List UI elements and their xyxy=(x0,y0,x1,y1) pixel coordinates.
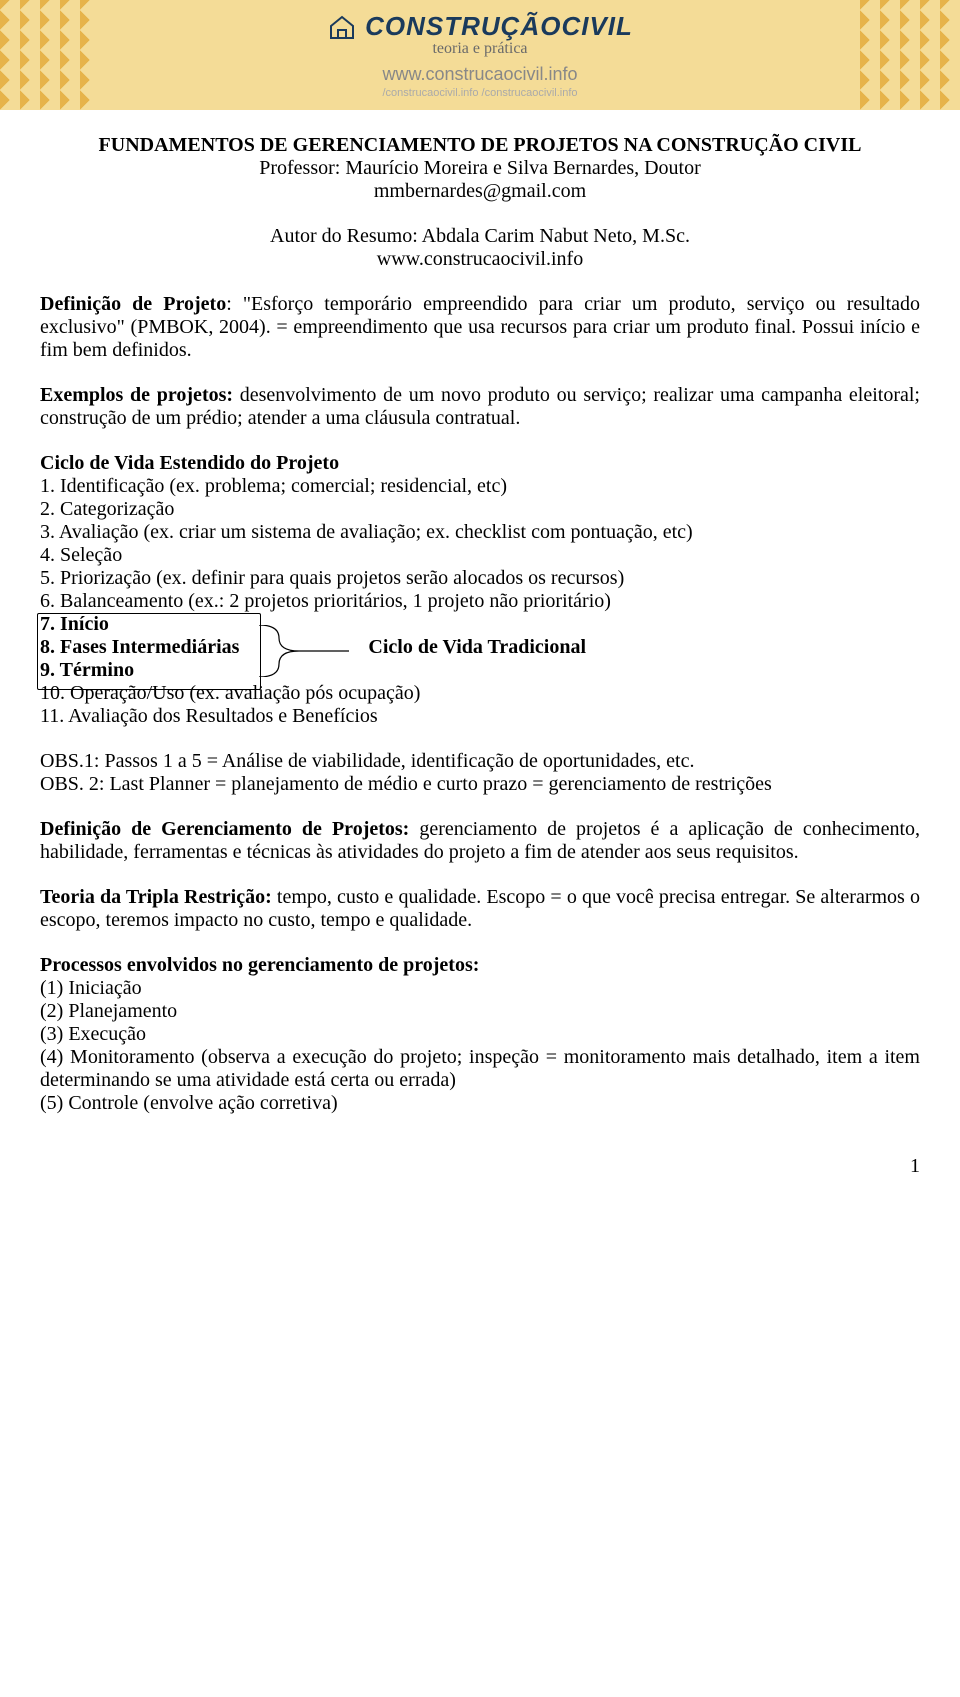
brand-tagline: teoria e prática xyxy=(180,40,780,58)
banner: CONSTRUÇÃOCIVIL teoria e prática www.con… xyxy=(0,0,960,110)
brand-site: www.construcaocivil.info xyxy=(180,64,780,85)
processo-item: (1) Iniciação xyxy=(40,977,920,1000)
processo-item: (5) Controle (envolve ação corretiva) xyxy=(40,1092,920,1115)
ciclo-item: 2. Categorização xyxy=(40,498,920,521)
doc-author: Autor do Resumo: Abdala Carim Nabut Neto… xyxy=(40,225,920,248)
teoria-paragraph: Teoria da Tripla Restrição: tempo, custo… xyxy=(40,886,920,932)
ciclo-boxed-label: Ciclo de Vida Tradicional xyxy=(368,636,586,658)
ciclo-boxed-item: 9. Término xyxy=(40,659,920,682)
doc-email: mmbernardes@gmail.com xyxy=(40,180,920,203)
ciclo-item: 3. Avaliação (ex. criar um sistema de av… xyxy=(40,521,920,544)
definicao-paragraph: Definição de Projeto: "Esforço temporári… xyxy=(40,293,920,362)
doc-title: FUNDAMENTOS DE GERENCIAMENTO DE PROJETOS… xyxy=(40,134,920,157)
doc-url: www.construcaocivil.info xyxy=(40,248,920,271)
brand-name: CONSTRUÇÃOCIVIL xyxy=(365,11,633,42)
exemplos-label: Exemplos de projetos: xyxy=(40,384,233,406)
ciclo-boxed-group: 7. Início 8. Fases Intermediárias Ciclo … xyxy=(40,613,920,682)
ciclo-item: 6. Balanceamento (ex.: 2 projetos priori… xyxy=(40,590,920,613)
obs1: OBS.1: Passos 1 a 5 = Análise de viabili… xyxy=(40,750,920,773)
ciclo-boxed-item: 8. Fases Intermediárias xyxy=(40,636,239,658)
processo-item: (4) Monitoramento (observa a execução do… xyxy=(40,1046,920,1092)
ciclo-item: 5. Priorização (ex. definir para quais p… xyxy=(40,567,920,590)
processo-item: (3) Execução xyxy=(40,1023,920,1046)
def-ger-paragraph: Definição de Gerenciamento de Projetos: … xyxy=(40,818,920,864)
ciclo-item: 4. Seleção xyxy=(40,544,920,567)
ciclo-header: Ciclo de Vida Estendido do Projeto xyxy=(40,452,920,475)
obs2: OBS. 2: Last Planner = planejamento de m… xyxy=(40,773,920,796)
brand-social: /construcaocivil.info /construcaocivil.i… xyxy=(180,87,780,99)
teoria-label: Teoria da Tripla Restrição: xyxy=(40,886,272,908)
ciclo-list: 1. Identificação (ex. problema; comercia… xyxy=(40,475,920,728)
processo-item: (2) Planejamento xyxy=(40,1000,920,1023)
banner-content: CONSTRUÇÃOCIVIL teoria e prática www.con… xyxy=(180,11,780,99)
ciclo-tail-item: 11. Avaliação dos Resultados e Benefício… xyxy=(40,705,920,728)
ciclo-tail-item: 10. Operação/Uso (ex. avaliação pós ocup… xyxy=(40,682,920,705)
page-number: 1 xyxy=(40,1155,920,1178)
def-ger-label: Definição de Gerenciamento de Projetos: xyxy=(40,818,409,840)
house-icon xyxy=(327,14,357,40)
ciclo-boxed-item: 7. Início xyxy=(40,613,920,636)
page-body: FUNDAMENTOS DE GERENCIAMENTO DE PROJETOS… xyxy=(0,110,960,1218)
doc-subtitle: Professor: Maurício Moreira e Silva Bern… xyxy=(40,157,920,180)
processos-header: Processos envolvidos no gerenciamento de… xyxy=(40,954,920,977)
definicao-label: Definição de Projeto xyxy=(40,293,226,315)
processos-list: (1) Iniciação (2) Planejamento (3) Execu… xyxy=(40,977,920,1115)
exemplos-paragraph: Exemplos de projetos: desenvolvimento de… xyxy=(40,384,920,430)
ciclo-item: 1. Identificação (ex. problema; comercia… xyxy=(40,475,920,498)
